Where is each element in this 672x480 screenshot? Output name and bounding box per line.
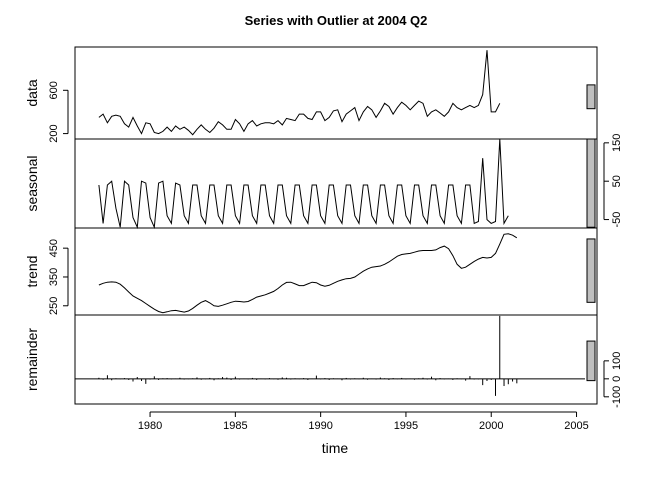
series-seasonal <box>98 138 509 230</box>
range-bar <box>586 84 596 110</box>
x-tick-label: 2005 <box>564 420 588 432</box>
y-tick-label: 200 <box>48 124 60 142</box>
series-trend <box>98 233 518 314</box>
y-tick-label: 600 <box>48 81 60 99</box>
x-axis: 1980 1985 1990 1995 2000 2005 <box>138 411 589 432</box>
panel-remainder: -100 0 100 remainder <box>24 314 623 408</box>
y-tick-label: 50 <box>611 175 623 187</box>
panel-frame <box>74 314 598 405</box>
series-data <box>98 50 501 136</box>
panel-frame <box>74 46 598 140</box>
x-tick-label: 1995 <box>394 420 418 432</box>
range-bar <box>586 138 596 228</box>
y-tick-label: 350 <box>48 268 60 286</box>
range-bar <box>586 340 596 382</box>
x-tick-label: 2000 <box>479 420 503 432</box>
y-tick-label: 250 <box>48 297 60 315</box>
chart-panels: 200 600 data -50 50 150 seasonal 250 350 450 trend… <box>24 46 623 408</box>
y-tick-label: -50 <box>611 212 623 228</box>
panel-label-seasonal: seasonal <box>24 155 40 211</box>
y-tick-label: 100 <box>611 352 623 370</box>
panel-label-remainder: remainder <box>24 328 40 391</box>
x-axis-label: time <box>322 440 349 456</box>
y-tick-label: 0 <box>611 376 623 382</box>
x-tick-label: 1990 <box>308 420 332 432</box>
panel-frame <box>74 227 598 316</box>
panel-seasonal: -50 50 150 seasonal <box>24 134 623 230</box>
y-tick-label: -100 <box>611 386 623 408</box>
panel-trend: 250 350 450 trend <box>24 227 598 316</box>
panel-data: 200 600 data <box>24 46 598 143</box>
x-tick-label: 1985 <box>223 420 247 432</box>
x-tick-label: 1980 <box>138 420 162 432</box>
range-bar <box>586 238 596 303</box>
chart-title: Series with Outlier at 2004 Q2 <box>245 13 428 28</box>
panel-label-data: data <box>24 79 40 106</box>
panel-frame <box>74 138 598 229</box>
y-tick-label: 450 <box>48 239 60 257</box>
y-tick-label: 150 <box>611 134 623 152</box>
panel-label-trend: trend <box>24 256 40 288</box>
